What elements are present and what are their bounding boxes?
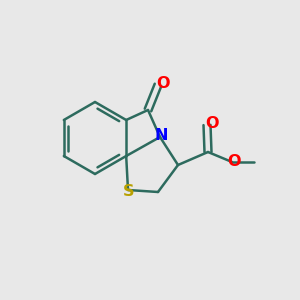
Text: S: S: [123, 184, 135, 199]
Text: O: O: [156, 76, 170, 91]
Text: O: O: [205, 116, 219, 130]
Text: O: O: [227, 154, 241, 169]
Text: N: N: [154, 128, 168, 143]
